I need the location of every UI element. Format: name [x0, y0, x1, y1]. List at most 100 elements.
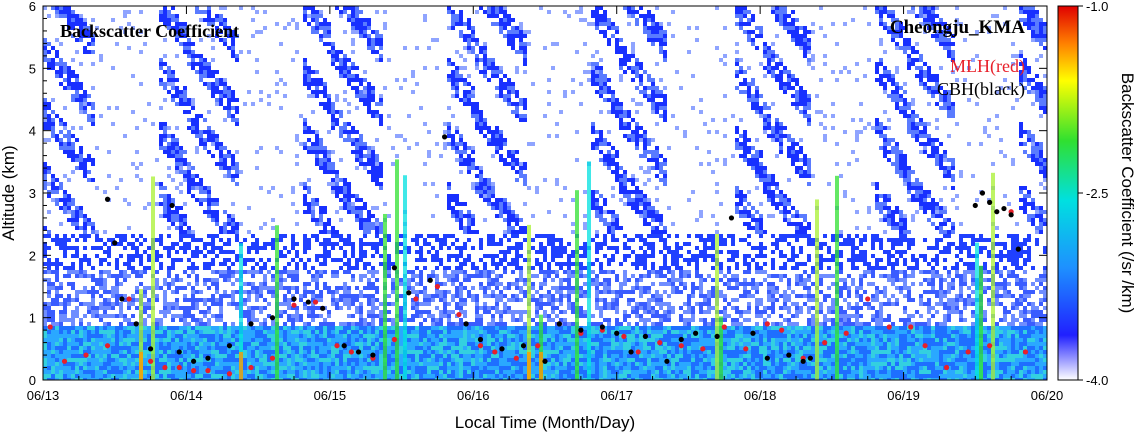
mlh-point — [61, 358, 68, 364]
mlh-point — [764, 321, 770, 327]
mlh-point — [843, 330, 849, 336]
mlh-point — [191, 368, 197, 374]
mlh-point — [83, 352, 89, 358]
cbh-point — [169, 202, 175, 209]
x-tick-label: 06/19 — [887, 388, 920, 403]
y-axis: 0 1 2 3 4 5 6 — [29, 0, 1047, 388]
x-tick-label: 06/15 — [314, 388, 347, 403]
cbh-point — [800, 358, 806, 364]
mlh-point — [248, 364, 254, 371]
mlh-points — [47, 209, 1029, 377]
cbh-point — [442, 134, 448, 140]
cbh-point — [112, 240, 118, 246]
y-tick-label: 6 — [29, 0, 36, 14]
cbh-point — [320, 305, 326, 311]
cbh-point — [370, 352, 376, 358]
mlh-point — [1022, 349, 1029, 355]
y-tick-label: 5 — [29, 61, 36, 76]
mlh-point — [162, 364, 168, 371]
mlh-point — [456, 311, 462, 318]
mlh-point — [657, 340, 663, 346]
mlh-point — [700, 346, 706, 352]
y-tick-label: 2 — [29, 248, 36, 263]
mlh-point — [334, 343, 340, 349]
mlh-point — [721, 324, 727, 330]
cbh-point — [291, 296, 297, 302]
mlh-point — [176, 364, 182, 371]
mlh-point — [226, 371, 233, 377]
mlh-point — [822, 340, 828, 346]
cbh-point — [556, 321, 562, 327]
cbh-point — [305, 299, 311, 305]
mlh-point — [513, 355, 519, 361]
cbh-point — [391, 265, 397, 271]
cbh-point — [728, 215, 735, 221]
colorbar-tick-label: -4.0 — [1086, 373, 1108, 388]
colorbar-label: Backscatter Coefficient (/sr /km) — [1118, 73, 1134, 314]
mlh-point — [944, 364, 950, 371]
mlh-point — [635, 349, 641, 355]
mlh-point — [291, 302, 297, 308]
mlh-legend: MLH(red) — [950, 56, 1025, 77]
cbh-legend: CBH(black) — [937, 79, 1025, 100]
cbh-point — [764, 355, 770, 361]
cbh-point — [786, 352, 792, 358]
mlh-point — [47, 324, 53, 330]
cbh-point — [499, 346, 505, 352]
cbh-point — [191, 358, 197, 364]
y-tick-label: 3 — [29, 186, 36, 201]
cbh-point — [693, 330, 699, 336]
x-tick-label: 06/13 — [27, 388, 60, 403]
site-label: Cheongju_KMA — [890, 17, 1025, 38]
x-axis: 06/13 06/14 06/15 06/16 06/17 06/18 06/19 06/20 — [27, 6, 1064, 403]
mlh-point — [269, 355, 276, 361]
cbh-points — [104, 134, 1021, 364]
mlh-point — [205, 368, 211, 374]
mlh-point — [348, 349, 354, 355]
cbh-point — [147, 346, 154, 352]
colorbar-ticks: -1.0 -2.5 -4.0 — [1078, 0, 1108, 388]
cbh-point — [477, 336, 484, 343]
mlh-point — [908, 324, 914, 330]
cbh-point — [1001, 205, 1007, 212]
colorbar-tick-label: -1.0 — [1086, 0, 1108, 14]
cbh-point — [355, 349, 362, 355]
x-tick-label: 06/16 — [457, 388, 490, 403]
y-axis-label: Altitude (km) — [0, 145, 18, 240]
backscatter-heatmap — [43, 6, 1047, 380]
cbh-point — [269, 315, 276, 321]
cbh-point — [642, 333, 649, 339]
mlh-point — [678, 343, 684, 349]
cbh-point — [133, 321, 139, 327]
cbh-point — [614, 330, 620, 336]
mlh-point — [477, 343, 484, 349]
mlh-point — [126, 296, 132, 302]
cbh-point — [1008, 212, 1014, 218]
cbh-point — [104, 196, 111, 202]
mlh-point — [104, 343, 111, 349]
y-tick-label: 4 — [29, 124, 36, 139]
cbh-point — [176, 349, 182, 355]
mlh-point — [492, 349, 498, 355]
mlh-point — [621, 333, 627, 339]
colorbar-tick-label: -2.5 — [1086, 186, 1108, 201]
mlh-point — [743, 346, 749, 352]
cbh-point — [520, 343, 527, 349]
cbh-point — [119, 296, 125, 302]
x-tick-label: 06/20 — [1031, 388, 1064, 403]
mlh-point — [922, 343, 928, 349]
cbh-point — [807, 355, 813, 361]
y-tick-label: 1 — [29, 311, 36, 326]
x-tick-label: 06/14 — [170, 388, 203, 403]
y-tick-label: 0 — [29, 373, 36, 388]
chart-title: Backscatter Coefficient — [60, 21, 239, 41]
mlh-point — [535, 343, 541, 349]
cbh-point — [979, 190, 986, 196]
x-tick-label: 06/17 — [600, 388, 633, 403]
cbh-point — [628, 349, 634, 355]
mlh-point — [779, 327, 785, 333]
cbh-point — [994, 209, 1000, 215]
mlh-point — [865, 296, 871, 302]
mlh-point — [434, 283, 441, 290]
